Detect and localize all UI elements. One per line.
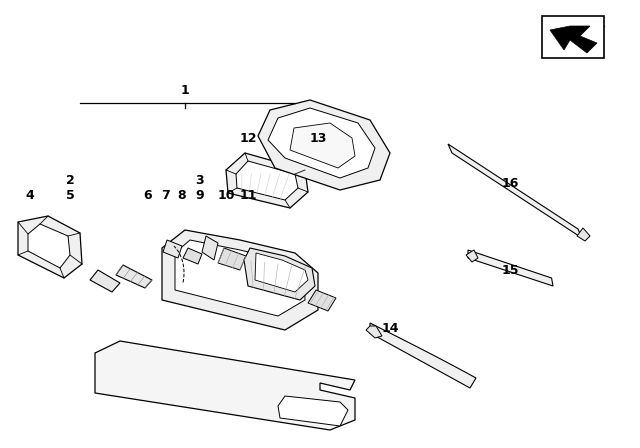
- Polygon shape: [95, 341, 355, 430]
- Polygon shape: [468, 250, 553, 286]
- Polygon shape: [278, 396, 348, 426]
- Polygon shape: [258, 100, 390, 190]
- Text: 15: 15: [501, 263, 519, 276]
- Polygon shape: [175, 240, 305, 316]
- Polygon shape: [268, 108, 375, 178]
- Text: 10: 10: [217, 189, 235, 202]
- Text: 00151404: 00151404: [554, 47, 593, 56]
- Polygon shape: [163, 240, 182, 258]
- Polygon shape: [370, 323, 476, 388]
- Polygon shape: [116, 265, 152, 288]
- Polygon shape: [577, 228, 590, 241]
- Text: 14: 14: [381, 322, 399, 335]
- Polygon shape: [183, 248, 202, 264]
- Polygon shape: [28, 224, 70, 268]
- Polygon shape: [255, 253, 308, 292]
- Polygon shape: [218, 248, 246, 270]
- Text: 5: 5: [66, 189, 74, 202]
- Text: 12: 12: [239, 132, 257, 145]
- Polygon shape: [226, 153, 308, 208]
- Polygon shape: [244, 248, 315, 300]
- Polygon shape: [550, 26, 597, 53]
- Polygon shape: [90, 270, 120, 292]
- Text: 7: 7: [161, 189, 170, 202]
- Polygon shape: [308, 290, 336, 311]
- Text: 6: 6: [144, 189, 152, 202]
- Polygon shape: [366, 326, 382, 338]
- Text: 11: 11: [239, 189, 257, 202]
- Polygon shape: [466, 250, 478, 262]
- Text: 1: 1: [180, 83, 189, 96]
- Text: 13: 13: [309, 132, 326, 145]
- Polygon shape: [162, 230, 318, 330]
- Polygon shape: [236, 161, 298, 200]
- Text: 4: 4: [26, 189, 35, 202]
- Text: 2: 2: [66, 173, 74, 186]
- Text: 8: 8: [178, 189, 186, 202]
- Text: 9: 9: [196, 189, 204, 202]
- Polygon shape: [448, 144, 582, 238]
- Polygon shape: [18, 216, 82, 278]
- Bar: [542, 16, 604, 58]
- Text: 3: 3: [196, 173, 204, 186]
- Polygon shape: [290, 123, 355, 168]
- Text: 16: 16: [501, 177, 518, 190]
- Polygon shape: [202, 236, 218, 260]
